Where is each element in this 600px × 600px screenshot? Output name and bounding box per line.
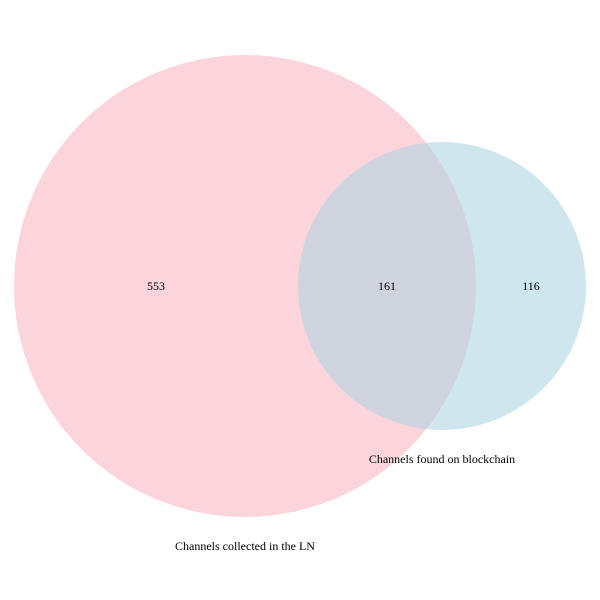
blockchain-set-label: Channels found on blockchain [369,452,515,466]
ln-set-label: Channels collected in the LN [175,539,315,553]
intersection-count: 161 [378,279,396,293]
intersection-region [298,142,476,430]
blockchain-only-count: 116 [522,279,540,293]
ln-only-count: 553 [147,279,165,293]
